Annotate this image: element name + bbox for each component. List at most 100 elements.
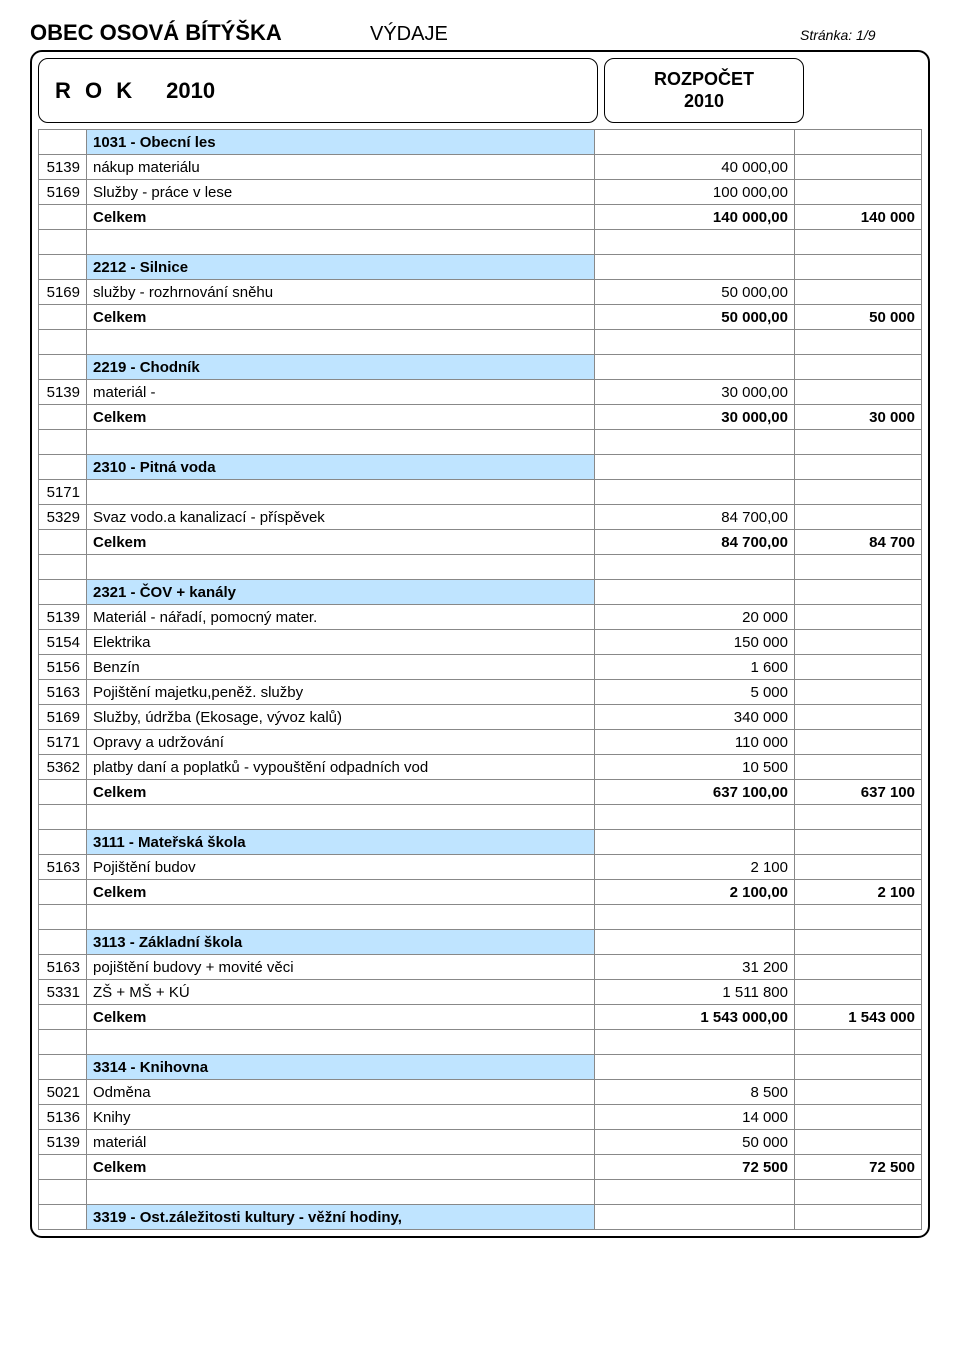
spacer [595,230,795,255]
row-label: materiál - [87,380,595,405]
year-value: 2010 [166,78,215,104]
row-code: 5139 [39,605,87,630]
total-code [39,1005,87,1030]
total-label: Celkem [87,780,595,805]
total-value: 1 543 000,00 [595,1005,795,1030]
row-value: 50 000 [595,1130,795,1155]
budget-header-cell: ROZPOČET 2010 [604,58,804,123]
row-label: Služby - práce v lese [87,180,595,205]
row-code: 5163 [39,955,87,980]
row-value: 20 000 [595,605,795,630]
spacer [87,230,595,255]
row-code: 5329 [39,505,87,530]
row-ext [795,955,922,980]
row-value: 40 000,00 [595,155,795,180]
total-label: Celkem [87,530,595,555]
spacer [795,905,922,930]
row-ext [795,680,922,705]
section-code [39,1205,87,1230]
total-value: 30 000,00 [595,405,795,430]
section-title: 3314 - Knihovna [87,1055,595,1080]
spacer [595,905,795,930]
total-ext: 72 500 [795,1155,922,1180]
total-ext: 50 000 [795,305,922,330]
row-ext [795,280,922,305]
row-ext [795,480,922,505]
spacer [39,1030,87,1055]
row-code: 5169 [39,180,87,205]
row-label: ZŠ + MŠ + KÚ [87,980,595,1005]
total-label: Celkem [87,305,595,330]
row-code: 5331 [39,980,87,1005]
total-code [39,205,87,230]
spacer [39,330,87,355]
top-bar: OBEC OSOVÁ BÍTÝŠKA VÝDAJE Stránka: 1/9 [30,20,930,46]
section-ext [795,255,922,280]
row-code: 5171 [39,480,87,505]
row-label: Služby, údržba (Ekosage, vývoz kalů) [87,705,595,730]
row-value: 8 500 [595,1080,795,1105]
row-code: 5021 [39,1080,87,1105]
spacer [39,430,87,455]
section-code [39,830,87,855]
section-title: 2212 - Silnice [87,255,595,280]
row-code: 5139 [39,155,87,180]
row-value: 150 000 [595,630,795,655]
section-title: 3111 - Mateřská škola [87,830,595,855]
section-code [39,130,87,155]
row-code: 5171 [39,730,87,755]
section-ext [795,830,922,855]
row-ext [795,505,922,530]
total-code [39,880,87,905]
spacer [795,1180,922,1205]
row-label: Benzín [87,655,595,680]
row-label: platby daní a poplatků - vypouštění odpa… [87,755,595,780]
row-code: 5154 [39,630,87,655]
year-cell: R O K 2010 [38,58,598,123]
total-label: Celkem [87,1005,595,1030]
row-ext [795,605,922,630]
page-number: Stránka: 1/9 [800,27,930,43]
section-val [595,355,795,380]
spacer [595,1030,795,1055]
total-label: Celkem [87,880,595,905]
section-val [595,930,795,955]
section-title: 3113 - Základní škola [87,930,595,955]
row-label: materiál [87,1130,595,1155]
section-title: 2321 - ČOV + kanály [87,580,595,605]
row-value: 30 000,00 [595,380,795,405]
row-label [87,480,595,505]
row-value: 14 000 [595,1105,795,1130]
total-value: 72 500 [595,1155,795,1180]
section-title: 2310 - Pitná voda [87,455,595,480]
doc-type: VÝDAJE [370,23,800,46]
total-value: 84 700,00 [595,530,795,555]
row-value: 340 000 [595,705,795,730]
row-value: 2 100 [595,855,795,880]
row-label: Knihy [87,1105,595,1130]
header-row: R O K 2010 ROZPOČET 2010 [38,58,922,123]
row-value: 31 200 [595,955,795,980]
row-ext [795,655,922,680]
section-val [595,455,795,480]
row-value: 10 500 [595,755,795,780]
budget-frame: R O K 2010 ROZPOČET 2010 1031 - Obecní l… [30,50,930,1238]
row-code: 5163 [39,680,87,705]
total-ext: 2 100 [795,880,922,905]
section-ext [795,1055,922,1080]
spacer [795,555,922,580]
section-title: 1031 - Obecní les [87,130,595,155]
row-label: pojištění budovy + movité věci [87,955,595,980]
row-value: 5 000 [595,680,795,705]
spacer [39,905,87,930]
row-code: 5163 [39,855,87,880]
row-value [595,480,795,505]
spacer [595,330,795,355]
section-val [595,130,795,155]
row-label: Svaz vodo.a kanalizací - příspěvek [87,505,595,530]
spacer [595,1180,795,1205]
spacer [87,1030,595,1055]
spacer [595,555,795,580]
section-title: 3319 - Ost.záležitosti kultury - věžní h… [87,1205,595,1230]
row-ext [795,1080,922,1105]
